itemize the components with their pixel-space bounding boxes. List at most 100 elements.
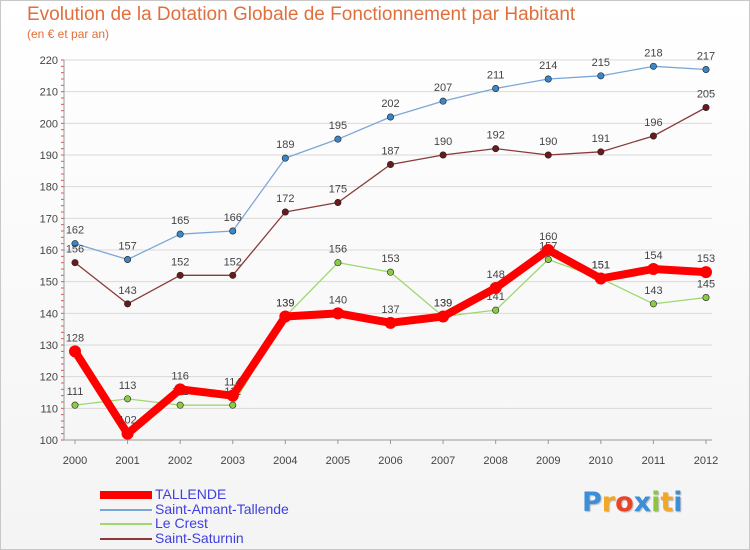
data-label: 191: [592, 133, 610, 145]
logo-letter: x: [633, 487, 652, 518]
x-tick-label: 2010: [589, 455, 613, 467]
data-point: [279, 310, 292, 323]
data-label: 214: [539, 60, 557, 72]
data-point: [384, 316, 397, 329]
data-point: [176, 230, 184, 238]
data-label: 145: [697, 279, 715, 291]
data-label: 165: [171, 215, 189, 227]
data-label: 102: [118, 415, 136, 427]
data-point: [702, 104, 710, 112]
x-tick-label: 2009: [536, 455, 560, 467]
data-point: [121, 427, 134, 440]
x-tick-label: 2005: [326, 455, 350, 467]
data-label: 202: [381, 98, 399, 110]
data-label: 151: [592, 260, 610, 272]
data-label: 114: [224, 377, 242, 389]
x-tick-label: 2011: [642, 455, 666, 467]
logo-letter: i: [651, 487, 661, 518]
data-point: [702, 66, 710, 74]
legend-label: Le Crest: [155, 515, 208, 531]
data-point: [124, 255, 132, 263]
data-point: [437, 310, 450, 323]
y-tick-label: 220: [40, 55, 58, 67]
logo-letter: r: [601, 487, 616, 518]
y-tick-label: 180: [40, 182, 58, 194]
data-point: [386, 161, 394, 169]
data-label: 143: [118, 285, 136, 297]
data-label: 196: [644, 117, 662, 129]
data-label: 172: [276, 193, 294, 205]
data-point: [649, 62, 657, 70]
data-point: [69, 345, 81, 358]
data-point: [649, 132, 657, 140]
data-label: 211: [487, 70, 505, 82]
series-saint-amant-tallende: 162 157 165 166 189 195 202 207 211 214 215 218 217: [66, 47, 715, 263]
data-label: 139: [434, 298, 452, 310]
legend-label: Saint-Amant-Tallende: [155, 501, 289, 517]
series-saint-saturnin: 156 143 152 152 172 175 187 190 192 190 191 196 205: [66, 89, 715, 308]
data-point: [281, 154, 289, 162]
data-point: [544, 151, 552, 159]
data-point: [386, 268, 394, 276]
data-label: 152: [171, 256, 189, 268]
legend-swatch: [100, 538, 152, 540]
data-label: 156: [329, 244, 347, 256]
x-tick-label: 2012: [694, 455, 718, 467]
data-label: 139: [434, 298, 452, 310]
x-tick-label: 2003: [221, 455, 245, 467]
data-label: 192: [486, 130, 504, 142]
data-label: 128: [66, 332, 84, 344]
legend-swatch: [100, 523, 152, 525]
y-tick-label: 170: [40, 213, 58, 225]
logo-letter: i: [673, 487, 683, 518]
series-line: [71, 246, 710, 438]
y-tick-label: 200: [40, 118, 58, 130]
data-point: [492, 145, 500, 153]
x-tick-label: 2004: [273, 455, 297, 467]
x-tick-label: 2001: [115, 455, 139, 467]
data-label: 187: [381, 146, 399, 158]
data-point: [542, 244, 555, 256]
data-label: 153: [697, 253, 715, 265]
data-point: [229, 227, 237, 235]
y-tick-label: 130: [40, 340, 58, 352]
data-point: [594, 272, 607, 285]
y-tick-label: 110: [40, 403, 58, 415]
data-point: [649, 300, 657, 308]
data-label: 218: [644, 47, 662, 59]
series-tallende: 128 102 116 114 139 140 137 139 148 160 151 154 153: [66, 231, 715, 440]
data-label: 111: [67, 386, 84, 398]
data-label: 153: [381, 253, 399, 265]
logo-letter: P: [582, 487, 602, 518]
data-point: [647, 263, 660, 275]
data-label: 205: [697, 89, 715, 101]
data-point: [174, 383, 187, 396]
chart-title: Evolution de la Dotation Globale de Fonc…: [27, 4, 576, 25]
x-tick-label: 2006: [378, 455, 402, 467]
legend-label: TALLENDE: [155, 486, 227, 502]
proxiti-logo: Proxiti: [582, 487, 683, 518]
y-tick-label: 150: [40, 277, 58, 289]
data-point: [492, 306, 500, 314]
data-label: 157: [118, 241, 136, 253]
data-point: [334, 199, 342, 207]
data-point: [334, 259, 342, 267]
data-point: [229, 271, 237, 279]
data-point: [544, 75, 552, 83]
logo-letter: o: [615, 487, 634, 518]
y-tick-label: 160: [40, 245, 58, 257]
data-label: 151: [592, 260, 610, 272]
data-point: [492, 85, 500, 93]
data-point: [71, 401, 79, 409]
data-label: 116: [171, 370, 189, 382]
legend-swatch: [100, 509, 152, 511]
data-point: [71, 259, 79, 267]
chart-subtitle: (en € et par an): [27, 27, 110, 41]
data-label: 152: [224, 256, 242, 268]
legend-swatch: [100, 491, 152, 499]
data-label: 190: [539, 136, 557, 148]
data-label: 148: [486, 269, 504, 281]
data-point: [176, 271, 184, 279]
data-point: [489, 282, 502, 294]
